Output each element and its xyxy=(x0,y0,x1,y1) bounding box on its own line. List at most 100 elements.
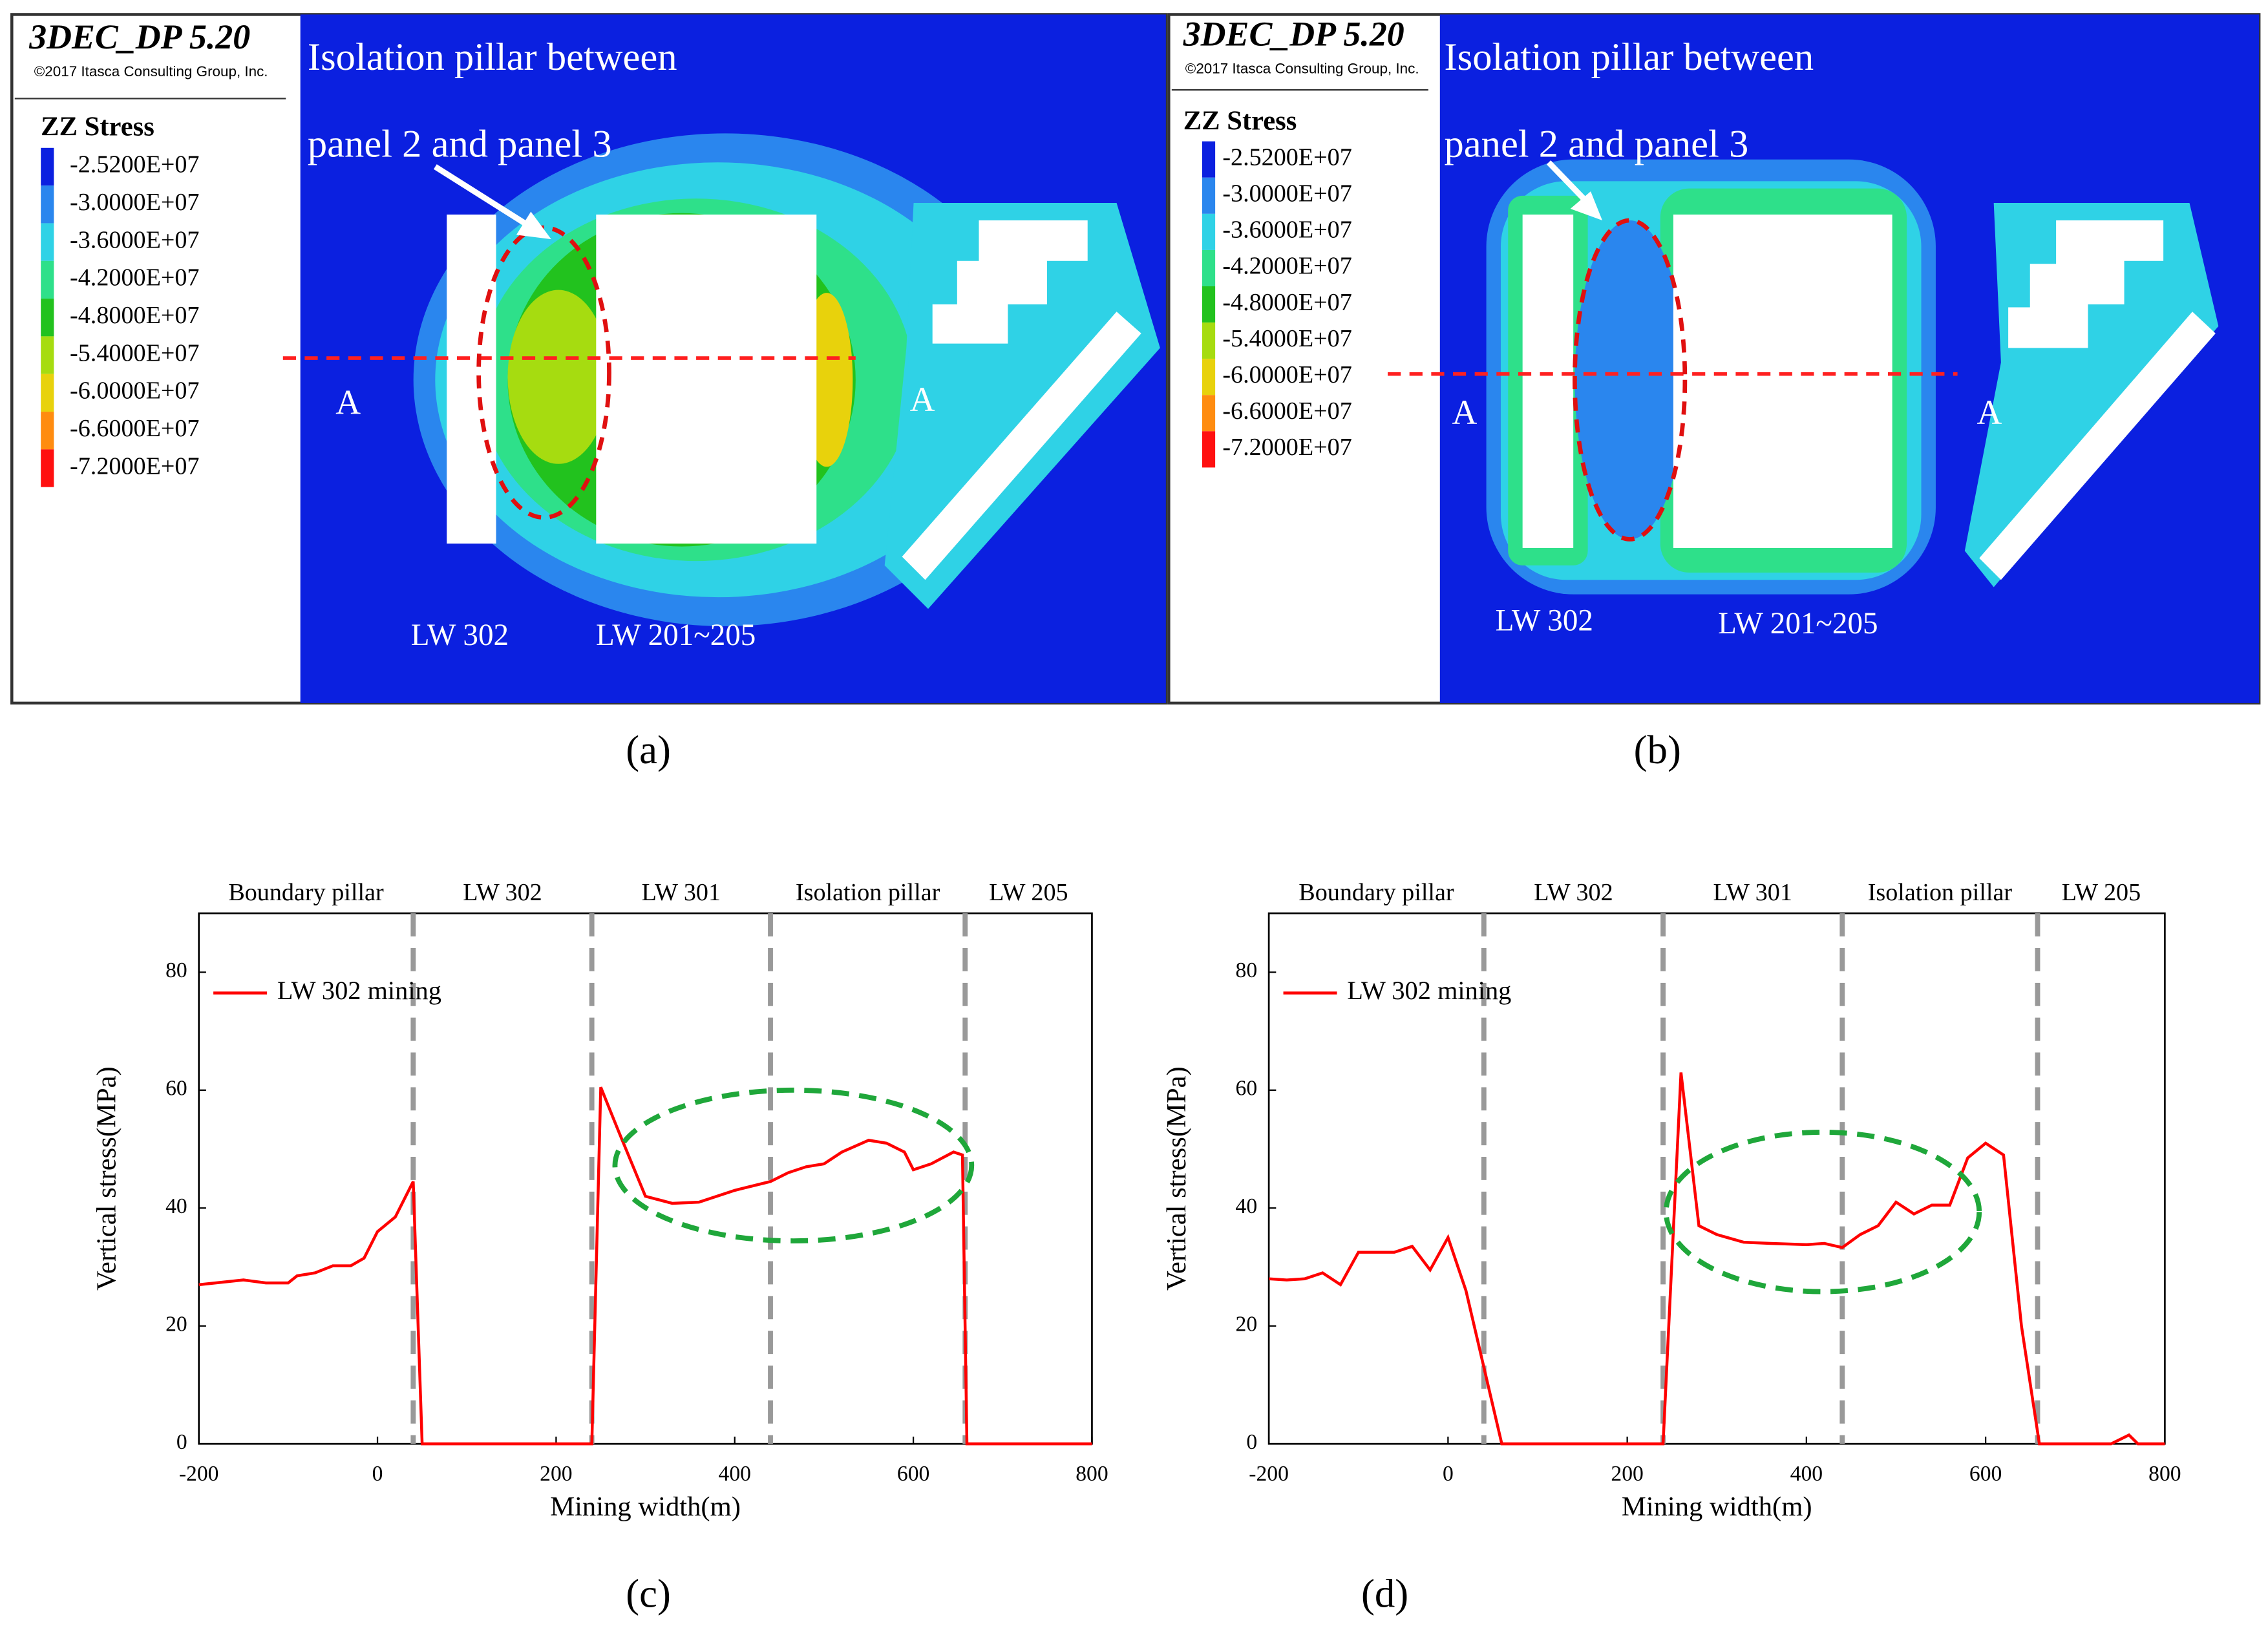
x-tick-label: 200 xyxy=(1611,1462,1643,1486)
contour-panel-a xyxy=(10,13,1168,705)
legend-label: -5.4000E+07 xyxy=(1222,325,1351,352)
annotation: panel 2 and panel 3 xyxy=(1445,123,1749,166)
plot-frame xyxy=(1267,912,2166,1445)
section-label: A xyxy=(1452,393,1477,432)
highlight-ellipse xyxy=(612,1087,975,1244)
software-title: 3DEC_DP 5.20 xyxy=(1183,15,1404,54)
y-tick-label: 20 xyxy=(1236,1312,1258,1336)
legend-swatch xyxy=(1202,431,1216,468)
region-label: Isolation pillar xyxy=(1868,879,2013,906)
x-tick-label: 400 xyxy=(719,1462,751,1486)
legend-swatch xyxy=(41,260,54,299)
legend-label: -6.6000E+07 xyxy=(1222,397,1351,425)
x-tick-label: 800 xyxy=(2148,1462,2181,1486)
legend-label: -5.4000E+07 xyxy=(70,339,199,366)
chart: -200 0 200 400 600 800 0 20 40 60 80 Mining width(m… xyxy=(91,879,1108,1616)
y-tick-label: 40 xyxy=(1236,1194,1258,1218)
legend-swatch xyxy=(1202,322,1216,359)
panel-label: LW 302 xyxy=(411,618,509,652)
region-label: LW 205 xyxy=(2062,879,2141,906)
legend-swatch xyxy=(41,299,54,337)
data-line xyxy=(198,1086,1092,1446)
copyright: ©2017 Itasca Consulting Group, Inc. xyxy=(1185,61,1419,77)
legend-label: -6.6000E+07 xyxy=(70,415,199,442)
legend-swatch xyxy=(1202,141,1216,178)
annotation: Isolation pillar between xyxy=(1445,36,1814,79)
copyright: ©2017 Itasca Consulting Group, Inc. xyxy=(34,63,268,79)
section-label: A xyxy=(1977,393,2002,432)
x-axis-label: Mining width(m) xyxy=(1622,1492,1812,1522)
legend-label: -7.2000E+07 xyxy=(1222,434,1351,461)
caption: (d) xyxy=(1361,1570,1408,1616)
legend-label: -6.0000E+07 xyxy=(70,377,199,405)
legend-label: -3.6000E+07 xyxy=(1222,217,1351,244)
legend-swatch xyxy=(1202,249,1216,287)
data-line xyxy=(1268,1072,2165,1446)
legend-label: -7.2000E+07 xyxy=(70,452,199,480)
x-tick-label: 200 xyxy=(540,1462,572,1486)
panel-label: LW 302 xyxy=(1496,604,1593,637)
x-tick-label: 600 xyxy=(897,1462,929,1486)
legend-swatch xyxy=(1202,359,1216,396)
annotation: panel 2 and panel 3 xyxy=(308,123,612,166)
x-tick-label: 0 xyxy=(1443,1462,1454,1486)
legend-label: -4.8000E+07 xyxy=(1222,289,1351,316)
legend-label: -6.0000E+07 xyxy=(1222,361,1351,388)
legend-label: -3.0000E+07 xyxy=(70,189,199,216)
software-title: 3DEC_DP 5.20 xyxy=(28,17,250,56)
y-tick-label: 80 xyxy=(1236,958,1258,982)
panel-label: LW 201~205 xyxy=(1718,607,1878,640)
region-label: Isolation pillar xyxy=(796,879,940,906)
legend-label: -4.8000E+07 xyxy=(70,302,199,329)
legend-label: -4.2000E+07 xyxy=(70,264,199,291)
section-label: A xyxy=(910,380,935,419)
caption: (c) xyxy=(626,1570,671,1616)
legend-swatch xyxy=(41,223,54,261)
highlight-ellipse xyxy=(1663,1129,1982,1294)
legend-swatch xyxy=(41,336,54,374)
legend-swatch xyxy=(1202,213,1216,250)
y-tick-label: 80 xyxy=(165,958,187,982)
legend-title: ZZ Stress xyxy=(41,111,154,142)
legend-label: -3.6000E+07 xyxy=(70,226,199,253)
x-tick-label: 0 xyxy=(372,1462,383,1486)
x-tick-label: 800 xyxy=(1076,1462,1108,1486)
section-label: A xyxy=(335,383,361,421)
contour-panel-b xyxy=(1167,13,2261,705)
region-label: Boundary pillar xyxy=(228,879,384,906)
y-tick-label: 60 xyxy=(1236,1077,1258,1101)
y-tick-label: 60 xyxy=(165,1077,187,1101)
x-tick-label: 400 xyxy=(1790,1462,1823,1486)
y-axis-label: Vertical stress(MPa) xyxy=(1161,1066,1192,1291)
legend-swatch xyxy=(41,449,54,487)
legend-label: -3.0000E+07 xyxy=(1222,180,1351,207)
x-tick-label: 600 xyxy=(1969,1462,2002,1486)
legend-swatch xyxy=(41,412,54,450)
caption: (b) xyxy=(1634,727,1681,772)
legend-swatch xyxy=(1202,395,1216,432)
region-label: LW 301 xyxy=(642,879,721,906)
y-tick-label: 20 xyxy=(165,1312,187,1336)
x-axis-label: Mining width(m) xyxy=(550,1492,741,1522)
x-tick-label: -200 xyxy=(1249,1462,1289,1486)
region-label: Boundary pillar xyxy=(1298,879,1454,906)
y-tick-label: 0 xyxy=(176,1430,187,1454)
caption: (a) xyxy=(626,727,671,772)
chart: -200 0 200 400 600 800 0 20 40 60 80 Mining width(m… xyxy=(1161,879,2181,1616)
legend-label: -2.5200E+07 xyxy=(1222,143,1351,171)
legend-swatch xyxy=(41,374,54,412)
legend-swatch xyxy=(41,147,54,186)
y-tick-label: 0 xyxy=(1246,1430,1257,1454)
legend-swatch xyxy=(1202,177,1216,214)
legend-label: LW 302 mining xyxy=(1347,976,1511,1005)
region-label: LW 205 xyxy=(989,879,1068,906)
legend-label: -2.5200E+07 xyxy=(70,151,199,178)
plot-frame xyxy=(198,912,1093,1445)
legend-swatch xyxy=(41,185,54,224)
y-axis-label: Vertical stress(MPa) xyxy=(91,1066,122,1291)
region-label: LW 302 xyxy=(1534,879,1613,906)
legend-label: LW 302 mining xyxy=(277,976,441,1005)
region-label: LW 301 xyxy=(1713,879,1792,906)
